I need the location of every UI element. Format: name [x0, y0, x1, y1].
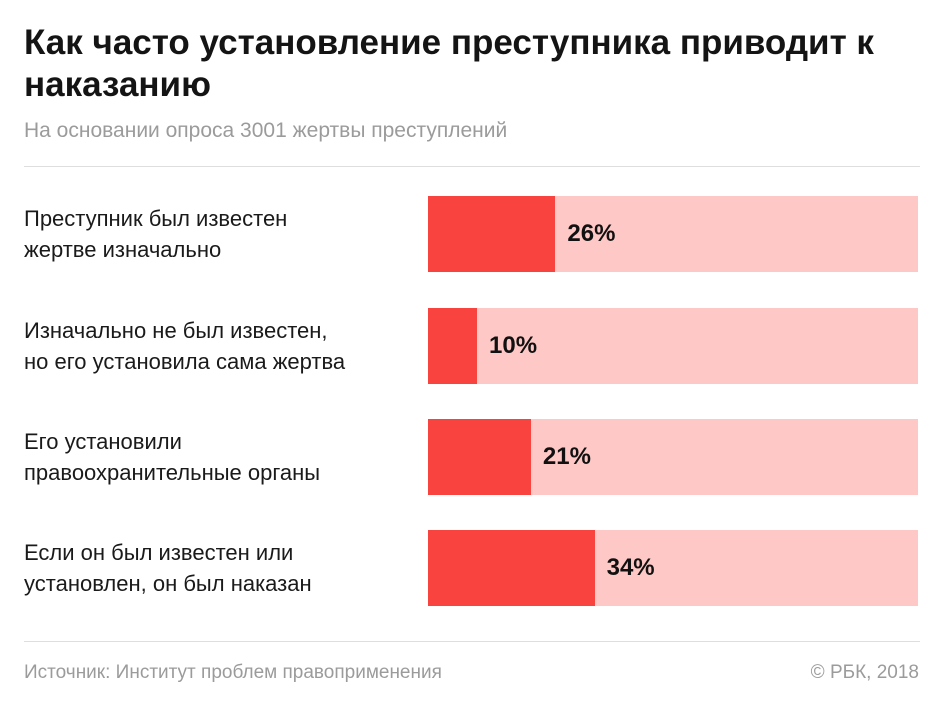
- bar-value-label: 10%: [489, 332, 538, 359]
- bar-track: 26%: [428, 196, 918, 272]
- bar: [428, 530, 595, 606]
- bottom-divider: [24, 641, 920, 642]
- bar-value-label: 34%: [606, 554, 655, 581]
- bar-track: 10%: [428, 308, 918, 384]
- bar-value-label: 21%: [542, 443, 591, 470]
- copyright-note: © РБК, 2018: [810, 662, 919, 683]
- bar: [428, 196, 556, 272]
- chart-subtitle: На основании опроса 3001 жертвы преступл…: [24, 119, 508, 142]
- bar: [428, 308, 477, 384]
- category-label: Преступник был известен жертве изначальн…: [24, 206, 288, 262]
- bar: [428, 419, 531, 495]
- bar-value-label: 26%: [567, 220, 616, 247]
- top-divider: [24, 166, 920, 167]
- category-label: Если он был известен или установлен, он …: [24, 540, 312, 596]
- category-label: Изначально не был известен, но его устан…: [24, 318, 346, 374]
- category-label: Его установили правоохранительные органы: [24, 429, 321, 485]
- bar-track: 21%: [428, 419, 918, 495]
- source-note: Источник: Институт проблем правоприменен…: [24, 662, 442, 683]
- bar-track: 34%: [428, 530, 918, 606]
- chart-title: Как часто установление преступника приво…: [24, 23, 874, 104]
